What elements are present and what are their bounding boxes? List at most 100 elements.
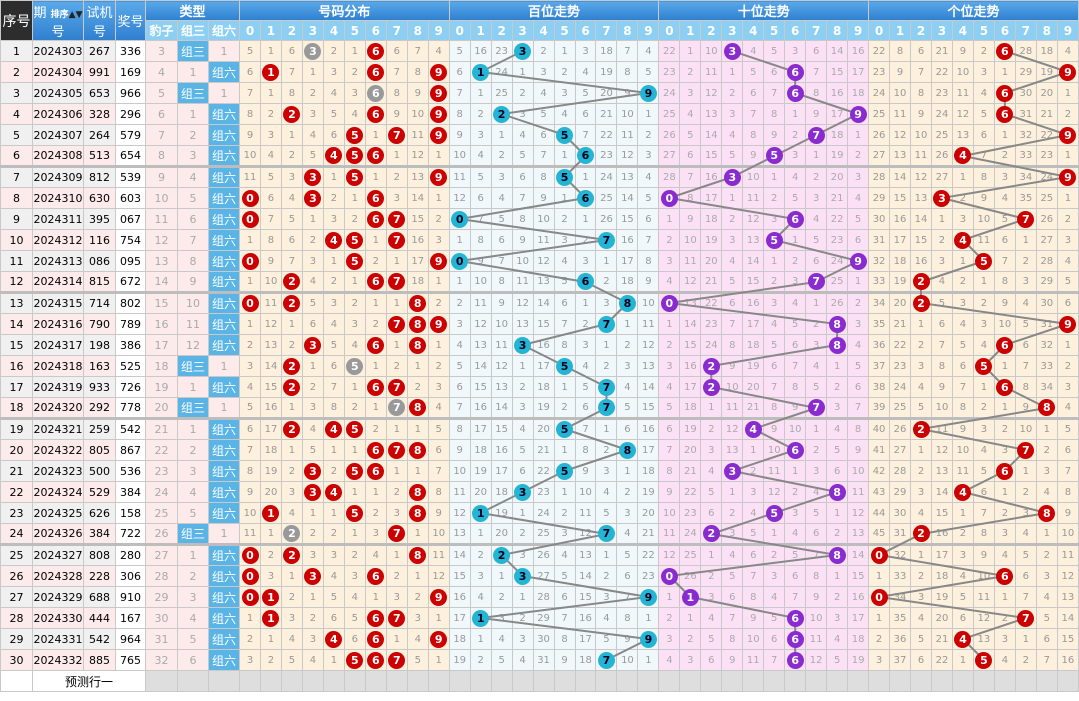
prediction-cell[interactable] (679, 670, 702, 692)
h-cell: 24 (490, 61, 513, 83)
prediction-cell[interactable] (177, 670, 209, 692)
t-cell: 1 (763, 165, 786, 188)
h-cell: 6 (574, 103, 597, 125)
dist-cell: 3 (301, 334, 324, 356)
dist-hit-ball: 1 (262, 63, 280, 81)
u-cell: 8 (1035, 502, 1058, 524)
prediction-cell[interactable] (364, 670, 387, 692)
prediction-cell[interactable] (259, 670, 282, 692)
prediction-cell[interactable] (910, 670, 932, 692)
sort-button[interactable]: 排序▲▼ (51, 10, 83, 20)
header-period[interactable]: 期 排序▲▼ 号 (32, 0, 84, 41)
test-number: 395 (83, 208, 116, 230)
t-cell: 3 (805, 187, 828, 209)
prediction-cell[interactable] (847, 670, 870, 692)
prediction-cell[interactable] (448, 670, 471, 692)
test-number: 790 (83, 313, 116, 335)
prediction-cell[interactable] (469, 670, 492, 692)
t-cell: 28 (658, 165, 681, 188)
prediction-cell[interactable] (721, 670, 744, 692)
prediction-cell[interactable] (616, 670, 639, 692)
period: 2024325 (32, 502, 84, 524)
prediction-cell[interactable] (343, 670, 366, 692)
t-cell: 13 (847, 523, 870, 545)
prediction-cell[interactable] (993, 670, 1016, 692)
u-cell: 13 (951, 124, 974, 146)
prize-number: 525 (115, 355, 146, 377)
dist-cell: 1 (427, 187, 450, 209)
prediction-cell[interactable] (1035, 670, 1058, 692)
prediction-cell[interactable] (826, 670, 849, 692)
u-cell: 5 (951, 334, 974, 356)
h-cell: 24 (595, 165, 618, 188)
prediction-cell[interactable] (972, 670, 995, 692)
test-number: 198 (83, 334, 116, 356)
prediction-cell[interactable] (301, 670, 324, 692)
prediction-cell[interactable] (868, 670, 891, 692)
prediction-cell[interactable] (763, 670, 786, 692)
prediction-cell[interactable] (406, 670, 429, 692)
prediction-cell[interactable] (1014, 670, 1037, 692)
prediction-cell[interactable] (658, 670, 681, 692)
dist-cell: 13 (259, 334, 282, 356)
h-cell: 3 (511, 565, 534, 587)
h-cell: 5 (511, 145, 534, 167)
t-cell: 6 (784, 607, 807, 629)
t-cell: 5 (847, 355, 870, 377)
u-cell: 5 (910, 397, 932, 419)
prediction-cell[interactable] (427, 670, 450, 692)
dist-cell: 1 (322, 439, 345, 461)
prize-number: 167 (115, 607, 146, 629)
prediction-cell[interactable] (1056, 670, 1079, 692)
prediction-cell[interactable] (742, 670, 765, 692)
dist-hit-ball: 8 (409, 547, 427, 564)
h-cell: 7 (595, 376, 618, 398)
prediction-cell[interactable] (532, 670, 555, 692)
prediction-cell[interactable] (784, 670, 807, 692)
period: 2024331 (32, 628, 84, 650)
prediction-cell[interactable] (322, 670, 345, 692)
prediction-cell[interactable] (511, 670, 534, 692)
table-row: 10 2024312 116 754 12 7 组六 1 8 6 2 4 5 1 7 16 3 1 8 6 9 11 3 2 7… (0, 229, 1079, 251)
test-number: 933 (83, 376, 116, 398)
prediction-cell[interactable] (490, 670, 513, 692)
u-cell: 1 (993, 586, 1016, 608)
h-cell: 3 (553, 229, 576, 251)
dist-cell: 4 (364, 543, 387, 566)
h-cell: 2 (595, 565, 618, 587)
dist-cell: 1 (364, 355, 387, 377)
dist-hit-ball: 7 (388, 525, 406, 542)
h-cell: 7 (469, 208, 492, 230)
prediction-cell[interactable] (700, 670, 723, 692)
prediction-cell[interactable] (239, 670, 261, 692)
dist-cell: 1 (239, 607, 261, 629)
h-cell: 14 (448, 543, 471, 566)
prediction-cell[interactable] (207, 670, 241, 692)
prediction-cell[interactable] (889, 670, 912, 692)
t-cell: 0 (658, 291, 681, 314)
u-cell: 5 (972, 103, 995, 125)
t-cell: 7 (721, 313, 744, 335)
prediction-cell[interactable] (595, 670, 618, 692)
h-hit-ball: 6 (577, 189, 594, 207)
prediction-cell[interactable] (951, 670, 974, 692)
prediction-cell[interactable] (574, 670, 597, 692)
u-cell: 42 (868, 460, 891, 482)
t-cell: 1 (847, 271, 870, 293)
prediction-cell[interactable] (145, 670, 178, 692)
h-cell: 9 (637, 586, 660, 608)
dist-cell: 5 (343, 165, 366, 188)
h-cell: 23 (490, 40, 513, 62)
row-number: 30 (0, 649, 33, 671)
prediction-cell[interactable] (385, 670, 408, 692)
prediction-cell[interactable] (280, 670, 303, 692)
prediction-cell[interactable] (805, 670, 828, 692)
u-cell: 20 (930, 607, 953, 629)
test-number: 292 (83, 397, 116, 419)
prediction-cell[interactable] (553, 670, 576, 692)
t-cell: 6 (763, 61, 786, 83)
t-cell: 1 (721, 481, 744, 503)
u-hit-ball: 2 (912, 525, 930, 542)
prediction-cell[interactable] (637, 670, 660, 692)
prediction-cell[interactable] (930, 670, 953, 692)
